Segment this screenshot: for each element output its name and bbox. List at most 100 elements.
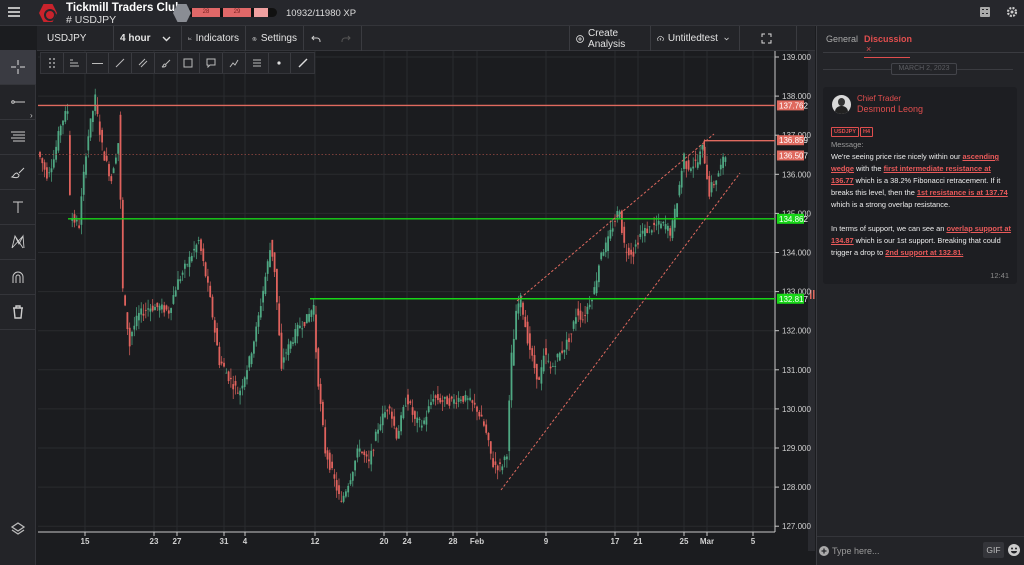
candle-body <box>110 176 113 182</box>
layout-dropdown[interactable]: Untitledtest <box>651 26 740 51</box>
drawing-tools-sidebar: › <box>0 50 36 565</box>
indicators-icon <box>188 37 192 40</box>
price-label-support <box>777 293 804 304</box>
candle-body <box>294 329 297 344</box>
link-first-resistance[interactable]: 1st resistance is at 137.74 <box>916 188 1008 197</box>
candle-body <box>522 302 524 315</box>
candle-body <box>386 410 389 412</box>
layers-button[interactable] <box>10 521 26 540</box>
gear-icon[interactable] <box>1006 6 1018 18</box>
draw-channel-button[interactable] <box>132 53 155 73</box>
tab-general[interactable]: General <box>826 34 859 44</box>
draw-trendline-button[interactable] <box>109 53 132 73</box>
draw-dot-button[interactable] <box>269 53 292 73</box>
candle-body <box>441 400 444 402</box>
author-name[interactable]: Desmond Leong <box>857 104 924 114</box>
trash-icon <box>13 305 23 319</box>
gif-button[interactable]: GIF <box>983 542 1004 558</box>
author-role: Chief Trader <box>857 94 902 103</box>
x-tick-label: 15 <box>81 537 90 546</box>
price-label-resistance <box>777 135 804 146</box>
message-input[interactable] <box>832 544 982 558</box>
candle-body <box>556 353 559 358</box>
avatar[interactable] <box>832 95 851 114</box>
fullscreen-button[interactable] <box>740 26 797 51</box>
candle-body <box>128 327 131 347</box>
candle-body <box>310 310 313 317</box>
candle-body <box>508 400 511 452</box>
link-ascending-wedge[interactable]: ascending wedge <box>831 152 1000 173</box>
add-attachment-icon[interactable] <box>819 546 829 556</box>
candle-body <box>135 315 138 327</box>
tab-discussion[interactable]: Discussion × <box>864 34 912 58</box>
brush-tool[interactable] <box>0 155 36 190</box>
indicators-button[interactable]: Indicators <box>182 26 246 51</box>
draw-brush-button[interactable] <box>155 53 178 73</box>
delete-drawings-tool[interactable] <box>0 295 36 330</box>
link-first-intermediate-resistance[interactable]: first intermediate resistance at 136.77 <box>831 164 991 185</box>
candle-body <box>255 326 258 342</box>
timeframe-tag[interactable]: H4 <box>860 127 874 137</box>
magnet-tool[interactable] <box>0 260 36 295</box>
undo-button[interactable] <box>304 26 332 51</box>
emoji-icon[interactable] <box>1008 544 1020 556</box>
candle-body <box>204 262 207 277</box>
settings-button[interactable]: Settings <box>246 26 304 51</box>
brush-icon <box>161 59 170 68</box>
candle-body <box>94 94 97 111</box>
drag-handle[interactable] <box>41 53 64 73</box>
candle-body <box>404 405 407 407</box>
candle-body <box>78 225 80 228</box>
menu-icon[interactable] <box>8 7 20 17</box>
candle-body <box>627 247 630 256</box>
candle-body <box>602 252 605 256</box>
price-chart[interactable]: 139.000138.000137.000136.000135.000134.0… <box>37 51 815 551</box>
candle-body <box>331 461 333 469</box>
fib-tool[interactable] <box>0 120 36 155</box>
draw-rectangle-button[interactable] <box>178 53 201 73</box>
draw-fib-button[interactable] <box>64 53 87 73</box>
candle-body <box>455 402 458 404</box>
pattern-tool[interactable] <box>0 225 36 260</box>
expand-arrow-icon[interactable]: › <box>30 111 33 120</box>
candle-body <box>75 219 78 222</box>
link-second-support[interactable]: 2nd support at 132.81. <box>885 248 964 257</box>
candle-body <box>368 459 370 462</box>
path-icon <box>229 59 239 68</box>
candle-body <box>308 313 310 322</box>
draw-segment-button[interactable] <box>291 53 314 73</box>
message-composer: GIF <box>817 536 1024 565</box>
candle-body <box>195 244 198 253</box>
candle-body <box>722 156 724 168</box>
symbol-tag[interactable]: USDJPY <box>831 127 860 137</box>
create-analysis-button[interactable]: Create Analysis <box>569 26 651 51</box>
interval-dropdown[interactable]: 4 hour <box>114 26 182 51</box>
candle-body <box>535 363 538 380</box>
line-tool[interactable] <box>0 85 36 120</box>
ray-icon <box>91 62 103 64</box>
x-tick-label: 23 <box>150 537 159 546</box>
candle-body <box>678 184 681 196</box>
candle-body <box>621 210 623 233</box>
candle-body <box>319 383 322 404</box>
draw-path-button[interactable] <box>223 53 246 73</box>
candle-body <box>581 319 584 321</box>
candle-body <box>473 402 476 405</box>
draw-callout-button[interactable] <box>200 53 223 73</box>
candle-body <box>379 424 382 430</box>
candle-body <box>717 173 720 177</box>
crosshair-tool[interactable]: › <box>0 50 36 120</box>
candle-body <box>667 225 669 231</box>
draw-lines-button[interactable] <box>246 53 269 73</box>
calculator-icon[interactable] <box>979 6 991 18</box>
close-tab-icon[interactable]: × <box>866 44 872 54</box>
draw-ray-button[interactable] <box>87 53 110 73</box>
candle-body <box>549 366 552 369</box>
redo-button[interactable] <box>334 26 362 51</box>
symbol-selector[interactable]: USDJPY <box>37 26 114 51</box>
candle-body <box>236 392 239 394</box>
text-tool[interactable] <box>0 190 36 225</box>
candle-body <box>464 394 467 401</box>
link-overlap-support[interactable]: overlap support at 134.87 <box>831 224 1011 245</box>
candle-body <box>710 182 713 193</box>
